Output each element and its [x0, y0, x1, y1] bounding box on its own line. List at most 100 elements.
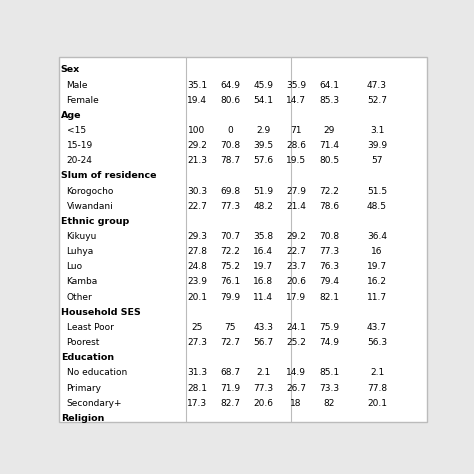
Text: 43.3: 43.3 [253, 323, 273, 332]
Text: 11.4: 11.4 [253, 292, 273, 301]
Text: 20.6: 20.6 [286, 277, 306, 286]
Text: Korogocho: Korogocho [66, 187, 114, 196]
Text: 23.7: 23.7 [286, 262, 306, 271]
Text: 36.4: 36.4 [367, 232, 387, 241]
Text: 64.9: 64.9 [220, 81, 240, 90]
Text: 16.4: 16.4 [253, 247, 273, 256]
Text: 20-24: 20-24 [66, 156, 92, 165]
Text: 17.3: 17.3 [187, 399, 207, 408]
Text: Luhya: Luhya [66, 247, 94, 256]
Text: 70.8: 70.8 [220, 141, 240, 150]
Text: 16.8: 16.8 [253, 277, 273, 286]
Text: 39.5: 39.5 [253, 141, 273, 150]
Text: 73.3: 73.3 [319, 383, 339, 392]
Text: 22.7: 22.7 [286, 247, 306, 256]
Text: 19.7: 19.7 [253, 262, 273, 271]
Text: 22.7: 22.7 [187, 202, 207, 211]
Text: Ethnic group: Ethnic group [61, 217, 129, 226]
Text: 14.7: 14.7 [286, 96, 306, 105]
Text: 15-19: 15-19 [66, 141, 93, 150]
Text: 56.7: 56.7 [253, 338, 273, 347]
Text: 26.7: 26.7 [286, 383, 306, 392]
Text: 31.3: 31.3 [187, 368, 207, 377]
Text: 82.7: 82.7 [220, 399, 240, 408]
Text: <15: <15 [66, 126, 86, 135]
Text: 29.2: 29.2 [286, 232, 306, 241]
Text: Other: Other [66, 292, 92, 301]
Text: 76.3: 76.3 [319, 262, 339, 271]
Text: Least Poor: Least Poor [66, 323, 113, 332]
Text: 18: 18 [291, 399, 302, 408]
Text: 72.2: 72.2 [220, 247, 240, 256]
Text: 35.1: 35.1 [187, 81, 207, 90]
Text: 57: 57 [371, 156, 383, 165]
Text: 75.9: 75.9 [319, 323, 339, 332]
Text: 47.3: 47.3 [367, 81, 387, 90]
Text: 24.8: 24.8 [187, 262, 207, 271]
Text: 28.1: 28.1 [187, 383, 207, 392]
Text: 43.7: 43.7 [367, 323, 387, 332]
Text: 27.8: 27.8 [187, 247, 207, 256]
Text: 52.7: 52.7 [367, 96, 387, 105]
Text: 76.1: 76.1 [220, 277, 240, 286]
Text: 16: 16 [371, 247, 383, 256]
Text: 19.4: 19.4 [187, 96, 207, 105]
Text: 2.9: 2.9 [256, 126, 270, 135]
Text: 77.3: 77.3 [319, 247, 339, 256]
Text: No education: No education [66, 368, 127, 377]
Text: 30.3: 30.3 [187, 187, 207, 196]
Text: 71: 71 [291, 126, 302, 135]
Text: 29.3: 29.3 [187, 232, 207, 241]
Text: 39.9: 39.9 [367, 141, 387, 150]
Text: 20.1: 20.1 [187, 292, 207, 301]
Text: 79.9: 79.9 [220, 292, 240, 301]
Text: 82: 82 [324, 399, 335, 408]
Text: 51.9: 51.9 [253, 187, 273, 196]
Text: 68.7: 68.7 [220, 368, 240, 377]
Text: 48.5: 48.5 [367, 202, 387, 211]
Text: 3.1: 3.1 [370, 126, 384, 135]
Text: 35.8: 35.8 [253, 232, 273, 241]
Text: 21.3: 21.3 [187, 156, 207, 165]
Text: 75: 75 [224, 323, 236, 332]
Text: 77.3: 77.3 [253, 383, 273, 392]
Text: 29.2: 29.2 [187, 141, 207, 150]
Text: 100: 100 [188, 126, 206, 135]
Text: 82.1: 82.1 [319, 292, 339, 301]
Text: 79.4: 79.4 [319, 277, 339, 286]
Text: Primary: Primary [66, 383, 101, 392]
Text: 75.2: 75.2 [220, 262, 240, 271]
Text: 28.6: 28.6 [286, 141, 306, 150]
Text: 23.9: 23.9 [187, 277, 207, 286]
Text: 72.2: 72.2 [319, 187, 339, 196]
Text: 85.3: 85.3 [319, 96, 339, 105]
Text: 25: 25 [191, 323, 203, 332]
Text: 48.2: 48.2 [253, 202, 273, 211]
Text: 80.5: 80.5 [319, 156, 339, 165]
Text: 16.2: 16.2 [367, 277, 387, 286]
Text: Education: Education [61, 353, 114, 362]
Text: Male: Male [66, 81, 88, 90]
Text: Secondary+: Secondary+ [66, 399, 122, 408]
Text: 78.7: 78.7 [220, 156, 240, 165]
Text: 71.4: 71.4 [319, 141, 339, 150]
Text: Sex: Sex [61, 65, 80, 74]
Text: 51.5: 51.5 [367, 187, 387, 196]
Text: 21.4: 21.4 [286, 202, 306, 211]
Text: 29: 29 [324, 126, 335, 135]
Text: 64.1: 64.1 [319, 81, 339, 90]
Text: 27.3: 27.3 [187, 338, 207, 347]
Text: Luo: Luo [66, 262, 83, 271]
Text: 25.2: 25.2 [286, 338, 306, 347]
Text: 0: 0 [227, 126, 233, 135]
Text: 17.9: 17.9 [286, 292, 306, 301]
Text: 2.1: 2.1 [256, 368, 270, 377]
Text: 56.3: 56.3 [367, 338, 387, 347]
Text: Kikuyu: Kikuyu [66, 232, 97, 241]
Text: 71.9: 71.9 [220, 383, 240, 392]
Text: Religion: Religion [61, 414, 104, 423]
Text: 72.7: 72.7 [220, 338, 240, 347]
Text: 54.1: 54.1 [253, 96, 273, 105]
Text: Kamba: Kamba [66, 277, 98, 286]
Text: 11.7: 11.7 [367, 292, 387, 301]
